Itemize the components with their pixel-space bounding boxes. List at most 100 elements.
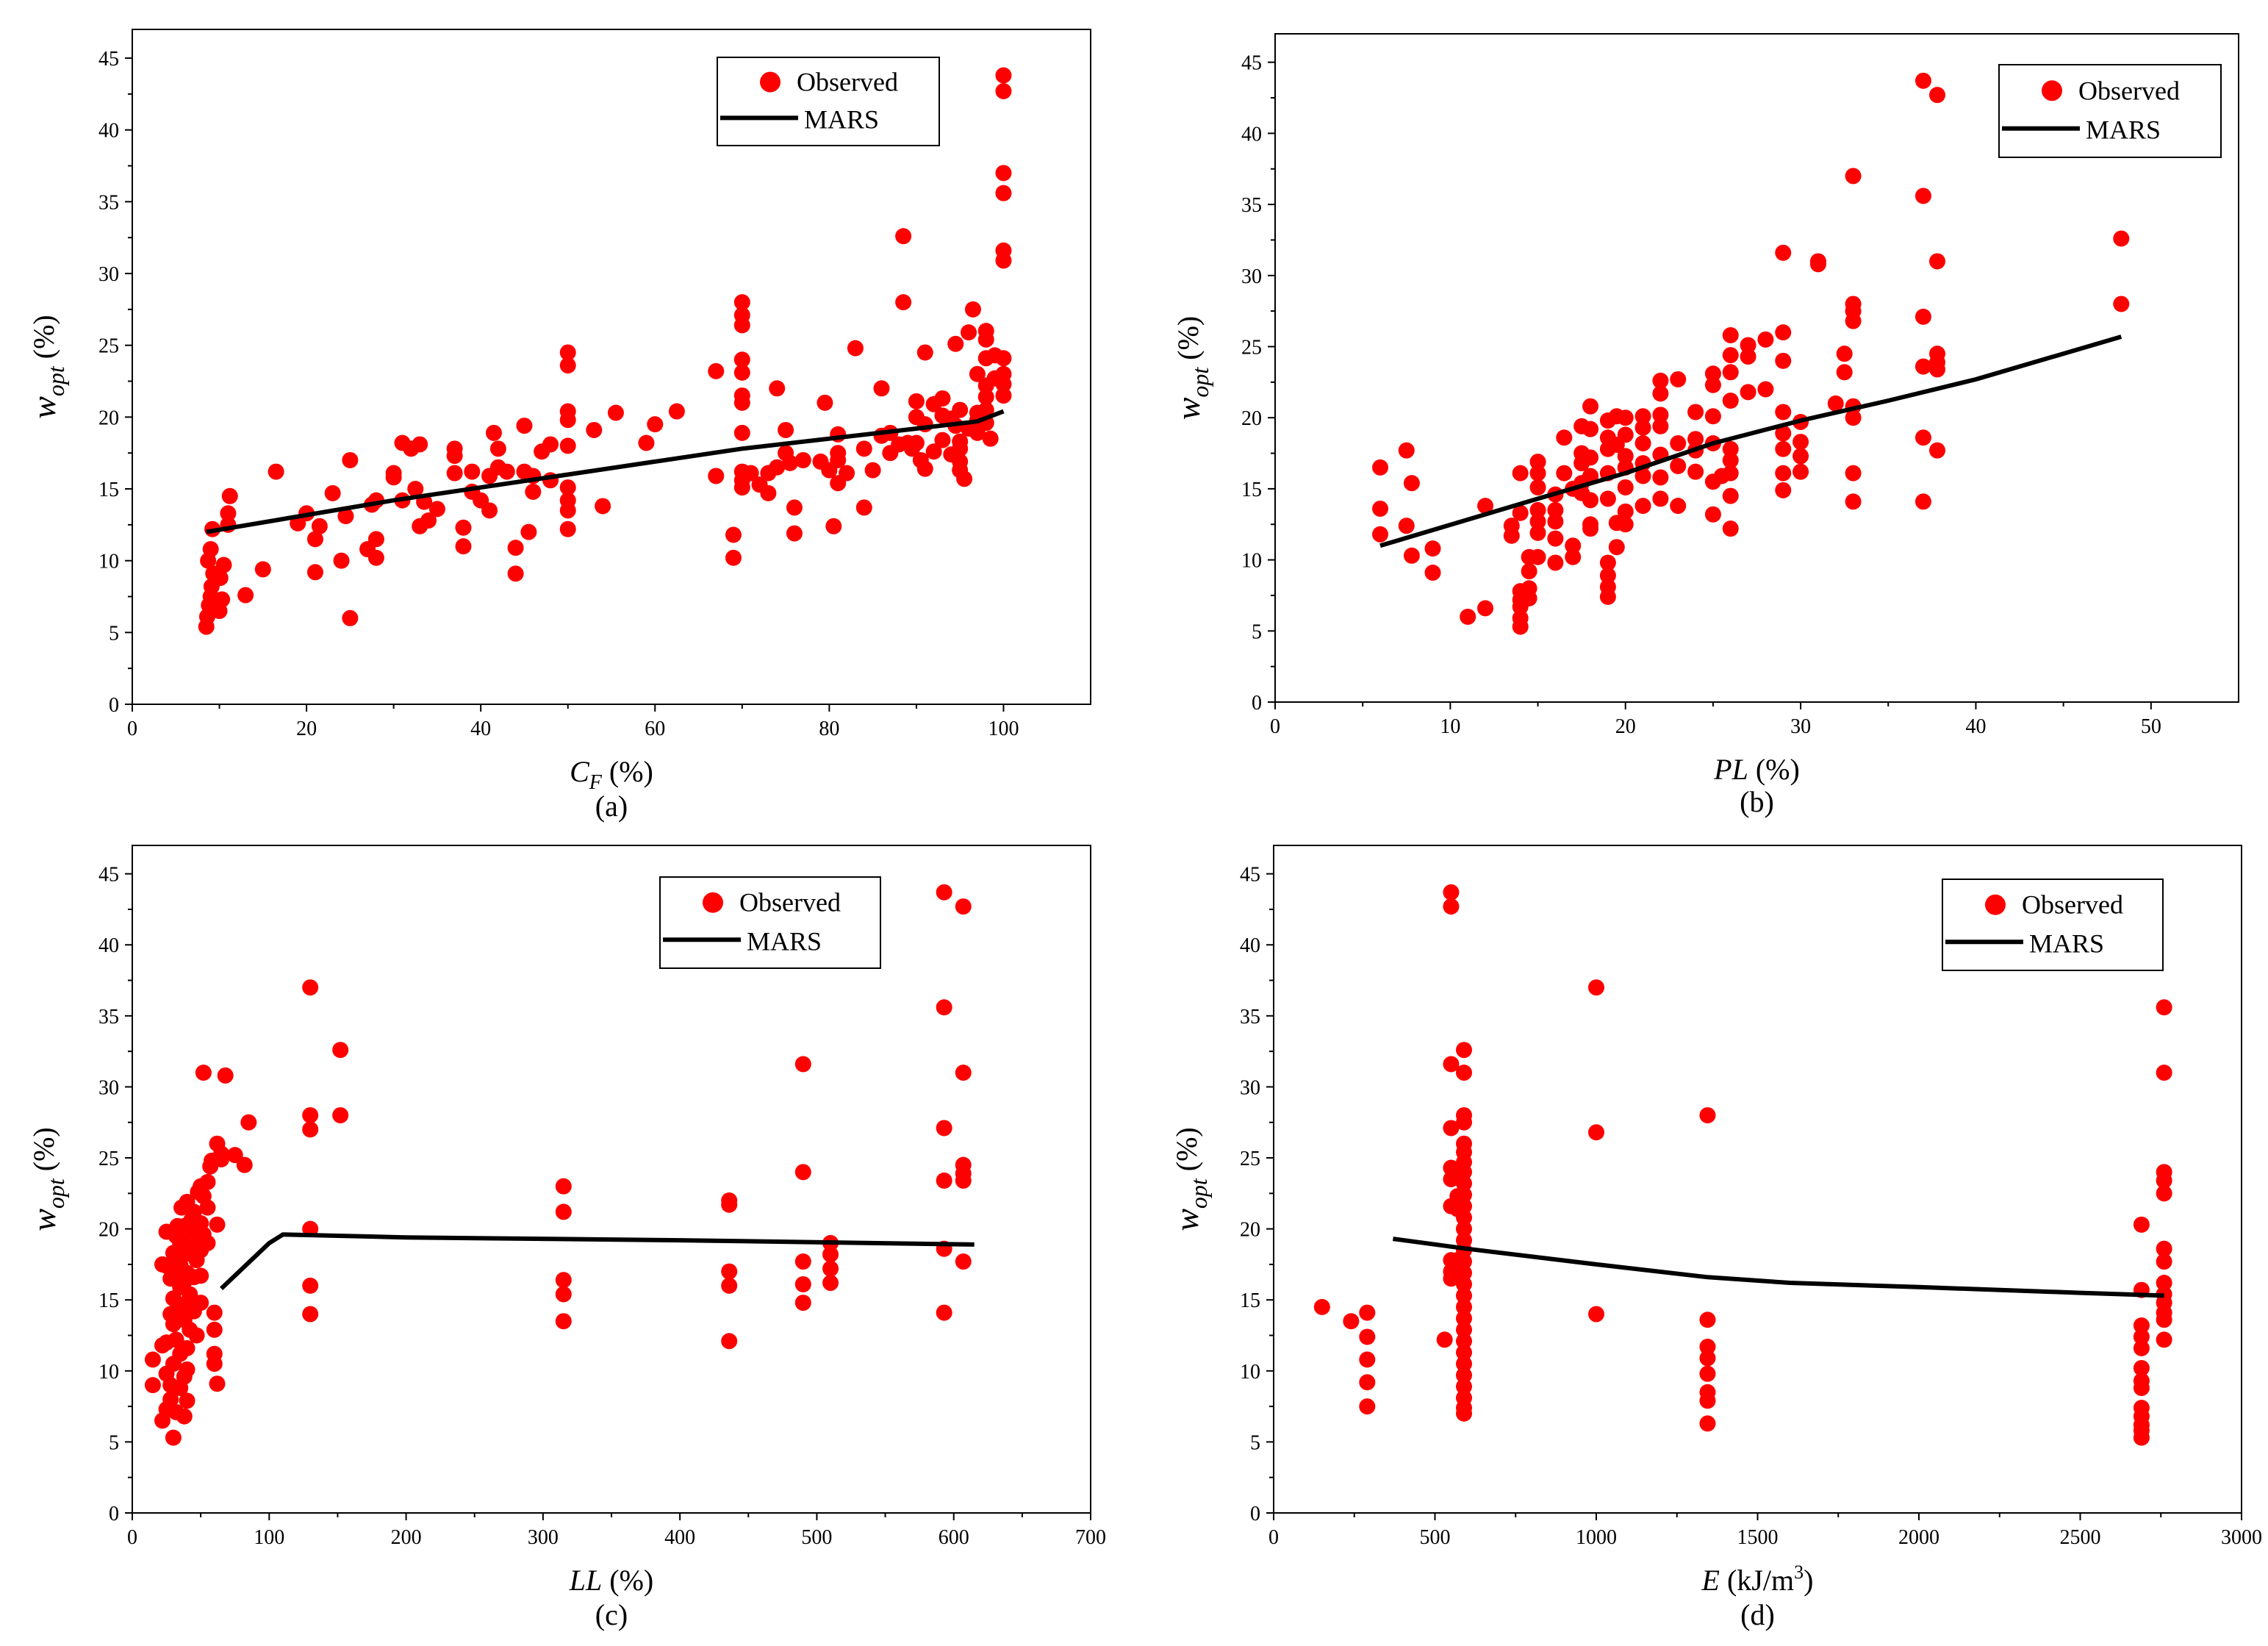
- observed-point: [952, 401, 969, 418]
- observed-point: [607, 404, 624, 421]
- observed-point: [324, 484, 341, 501]
- observed-point: [407, 481, 424, 498]
- observed-point: [721, 1333, 738, 1350]
- y-tick-label: 30: [1240, 1076, 1260, 1099]
- observed-point: [947, 335, 964, 352]
- observed-point: [982, 430, 999, 447]
- observed-point: [1582, 492, 1599, 509]
- observed-point: [908, 393, 925, 409]
- x-tick-label: 400: [664, 1526, 695, 1549]
- y-tick-label: 20: [1241, 407, 1262, 430]
- x-tick-label: 0: [127, 1526, 137, 1549]
- y-axis-title: wopt (%): [1168, 1127, 1212, 1231]
- y-tick-label: 35: [98, 1006, 119, 1028]
- observed-point: [1424, 565, 1441, 582]
- y-tick-label: 5: [1252, 620, 1262, 643]
- observed-point: [1529, 479, 1546, 495]
- observed-point: [1845, 312, 1862, 329]
- observed-point: [638, 434, 655, 451]
- observed-point: [1456, 1356, 1473, 1373]
- observed-point: [725, 526, 742, 543]
- observed-point: [1443, 898, 1460, 915]
- observed-point: [1699, 1312, 1716, 1328]
- observed-point: [1372, 500, 1389, 517]
- observed-point: [213, 1145, 230, 1162]
- legend-mars-label: MARS: [2029, 928, 2104, 958]
- y-tick-label: 30: [1241, 265, 1262, 288]
- legend: Observed MARS: [1998, 64, 2222, 158]
- observed-point: [708, 468, 725, 484]
- observed-point: [1687, 404, 1704, 421]
- observed-point: [1914, 187, 1931, 204]
- y-tick-label: 25: [98, 335, 119, 358]
- observed-point: [936, 1304, 952, 1321]
- legend-box: [1998, 64, 2222, 158]
- legend-observed-label: Observed: [2078, 76, 2180, 105]
- observed-point: [2156, 1331, 2172, 1348]
- observed-point: [2113, 296, 2130, 312]
- y-tick-label: 25: [98, 1148, 119, 1170]
- observed-point: [1775, 440, 1792, 457]
- observed-point: [1443, 1120, 1460, 1137]
- x-axis-title: CF (%): [570, 755, 653, 794]
- observed-point: [1477, 600, 1494, 617]
- observed-point: [1914, 493, 1931, 510]
- observed-point: [144, 1377, 161, 1394]
- observed-point: [1477, 498, 1494, 515]
- legend-observed-label: Observed: [2022, 890, 2123, 920]
- observed-point: [144, 1351, 161, 1368]
- observed-point: [199, 1234, 216, 1251]
- observed-point: [1460, 608, 1476, 625]
- observed-point: [428, 501, 445, 518]
- observed-point: [237, 587, 254, 604]
- observed-point: [507, 540, 524, 557]
- observed-point: [1670, 435, 1687, 452]
- observed-point: [1617, 409, 1634, 426]
- observed-point: [1704, 376, 1721, 393]
- observed-point: [742, 465, 759, 482]
- observed-point: [2113, 230, 2130, 247]
- observed-point: [936, 1172, 952, 1189]
- observed-point: [179, 1339, 195, 1356]
- observed-point: [162, 1391, 179, 1408]
- observed-point: [1699, 1415, 1716, 1432]
- observed-point: [1424, 540, 1441, 557]
- observed-point: [794, 1275, 811, 1292]
- observed-point: [1722, 392, 1739, 409]
- observed-point: [1359, 1328, 1376, 1345]
- observed-point: [520, 523, 537, 540]
- observed-point: [525, 483, 542, 500]
- observed-point: [1634, 498, 1651, 515]
- observed-point: [455, 538, 472, 555]
- legend: Observed MARS: [1942, 879, 2164, 971]
- observed-point: [1775, 465, 1792, 482]
- observed-point: [2133, 1359, 2150, 1376]
- legend-observed-label: Observed: [739, 888, 841, 917]
- observed-point: [455, 519, 472, 536]
- observed-point: [555, 1203, 572, 1220]
- observed-point: [1740, 384, 1756, 401]
- observed-point: [1775, 324, 1792, 341]
- x-tick-label: 200: [391, 1526, 422, 1549]
- y-tick-label: 25: [1241, 336, 1262, 359]
- observed-point: [952, 453, 969, 470]
- observed-point: [1456, 1378, 1473, 1395]
- observed-point: [1529, 524, 1546, 541]
- legend-mars-label: MARS: [747, 926, 822, 956]
- y-tick-label: 45: [1241, 52, 1262, 75]
- observed-point: [311, 518, 328, 534]
- observed-point: [1809, 256, 1826, 273]
- y-tick-label: 10: [1241, 550, 1262, 573]
- observed-point: [1704, 506, 1721, 523]
- legend-observed-marker: [703, 892, 723, 913]
- observed-point: [1775, 352, 1792, 369]
- y-tick-label: 0: [1250, 1503, 1260, 1525]
- x-axis-title: PL (%): [1713, 753, 1800, 786]
- observed-point: [1443, 1056, 1460, 1073]
- observed-point: [302, 1306, 319, 1323]
- observed-point: [1359, 1304, 1376, 1321]
- observed-point: [2156, 1312, 2172, 1328]
- observed-point: [1529, 501, 1546, 518]
- observed-point: [1456, 1042, 1473, 1059]
- observed-point: [1359, 1351, 1376, 1368]
